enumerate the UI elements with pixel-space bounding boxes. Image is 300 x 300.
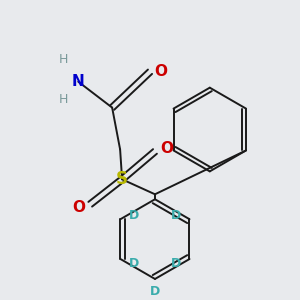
Text: D: D bbox=[170, 256, 181, 269]
Text: S: S bbox=[116, 170, 128, 188]
Text: D: D bbox=[150, 285, 160, 298]
Text: D: D bbox=[129, 209, 140, 222]
Text: D: D bbox=[170, 209, 181, 222]
Text: H: H bbox=[58, 93, 68, 106]
Text: O: O bbox=[154, 64, 167, 79]
Text: D: D bbox=[129, 256, 140, 269]
Text: O: O bbox=[160, 141, 173, 156]
Text: O: O bbox=[72, 200, 85, 215]
Text: H: H bbox=[58, 53, 68, 66]
Text: N: N bbox=[72, 74, 85, 89]
